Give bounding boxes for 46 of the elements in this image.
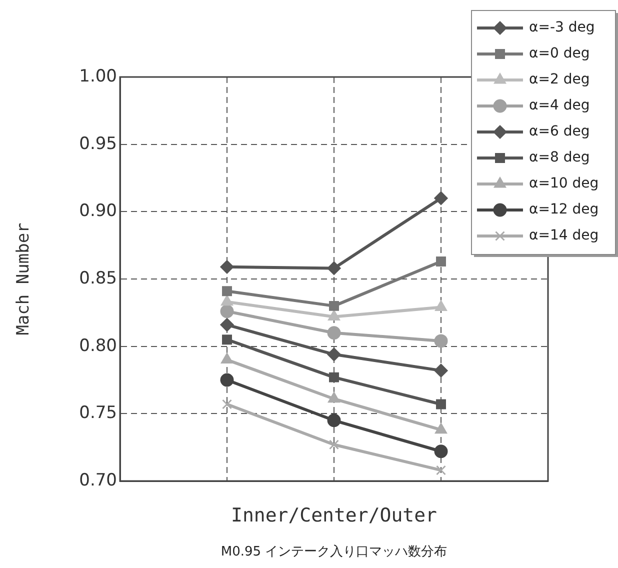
y-tick-label: 0.70: [79, 470, 117, 490]
y-axis-title: Mach Number: [14, 222, 34, 336]
point: [220, 304, 234, 318]
legend-label: α=2 deg: [529, 72, 590, 88]
point: [436, 399, 446, 410]
legend-label: α=4 deg: [529, 98, 590, 114]
legend-label: α=0 deg: [529, 46, 590, 62]
point: [329, 372, 339, 382]
point: [435, 300, 447, 312]
point: [434, 334, 448, 348]
point: [328, 392, 340, 403]
text: M0.95 インテーク入り口マッハ数分布: [220, 544, 448, 560]
legend-label: α=-3 deg: [529, 20, 595, 36]
point: [436, 465, 446, 476]
legend-label: α=14 deg: [529, 228, 599, 244]
y-tick-label: 0.75: [79, 403, 117, 424]
point: [220, 373, 234, 387]
point: [329, 300, 339, 311]
x-axis-title: Inner/Center/Outer: [231, 504, 437, 527]
point: [434, 191, 448, 205]
point: [434, 364, 448, 378]
point: [220, 260, 234, 274]
legend-label: α=12 deg: [529, 202, 599, 218]
point: [434, 444, 448, 458]
legend-label: α=8 deg: [529, 150, 590, 166]
point: [435, 423, 447, 434]
y-tick-label: 0.90: [79, 201, 117, 222]
point: [222, 286, 232, 296]
point: [327, 261, 341, 275]
point: [327, 414, 341, 428]
y-tick-label: 0.80: [79, 336, 117, 356]
point: [222, 334, 232, 345]
y-tick-label: 1.00: [79, 66, 117, 86]
y-tick-label: 0.85: [79, 268, 117, 288]
point: [327, 348, 341, 362]
point: [220, 318, 234, 332]
point: [327, 326, 341, 340]
point: [328, 310, 340, 320]
y-tick-label: 0.95: [79, 134, 117, 154]
legend-label: α=6 deg: [529, 124, 590, 140]
point: [222, 399, 232, 410]
point: [221, 353, 233, 364]
point: [221, 295, 233, 306]
legend-label: α=10 deg: [529, 176, 599, 192]
point: [436, 256, 446, 266]
point: [329, 440, 339, 450]
